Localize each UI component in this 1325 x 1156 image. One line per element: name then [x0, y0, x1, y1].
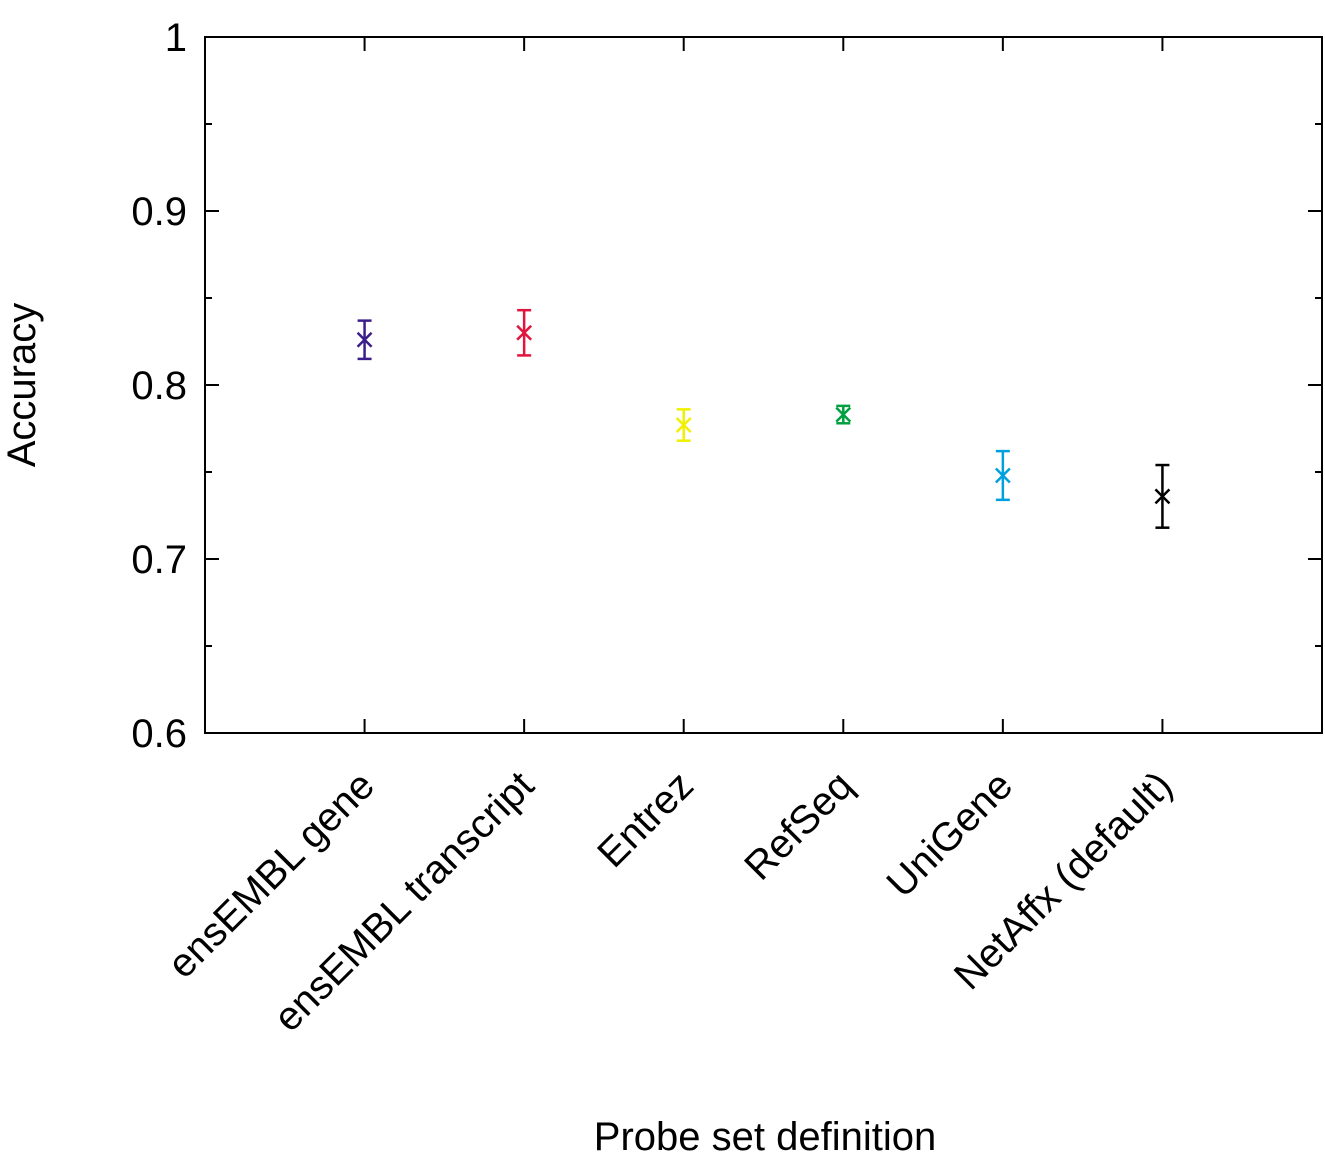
point-marker: [516, 324, 533, 341]
y-tick-label: 0.8: [131, 364, 187, 408]
y-axis-label: Accuracy: [0, 303, 44, 468]
error-bar: [675, 408, 692, 442]
x-tick-label: ensEMBL transcript: [266, 763, 543, 1040]
x-tick-label: Entrez: [589, 763, 702, 876]
error-bar: [1154, 463, 1171, 529]
point-marker: [356, 331, 373, 348]
point-marker: [994, 467, 1011, 484]
error-bar: [835, 404, 852, 425]
x-tick-label: RefSeq: [736, 763, 861, 888]
y-tick-label: 0.9: [131, 190, 187, 234]
y-tick-label: 1: [165, 16, 187, 60]
plot-frame: [204, 36, 1323, 734]
point-marker: [835, 406, 852, 423]
y-tick-label: 0.7: [131, 538, 187, 582]
point-marker: [675, 417, 692, 433]
error-bar: [516, 308, 533, 357]
y-tick-label: 0.6: [131, 712, 187, 756]
x-axis-label: Probe set definition: [594, 1115, 936, 1156]
point-marker: [1154, 488, 1171, 505]
error-bar: [356, 319, 373, 361]
x-tick-label: UniGene: [878, 763, 1021, 906]
error-bar: [994, 449, 1011, 502]
